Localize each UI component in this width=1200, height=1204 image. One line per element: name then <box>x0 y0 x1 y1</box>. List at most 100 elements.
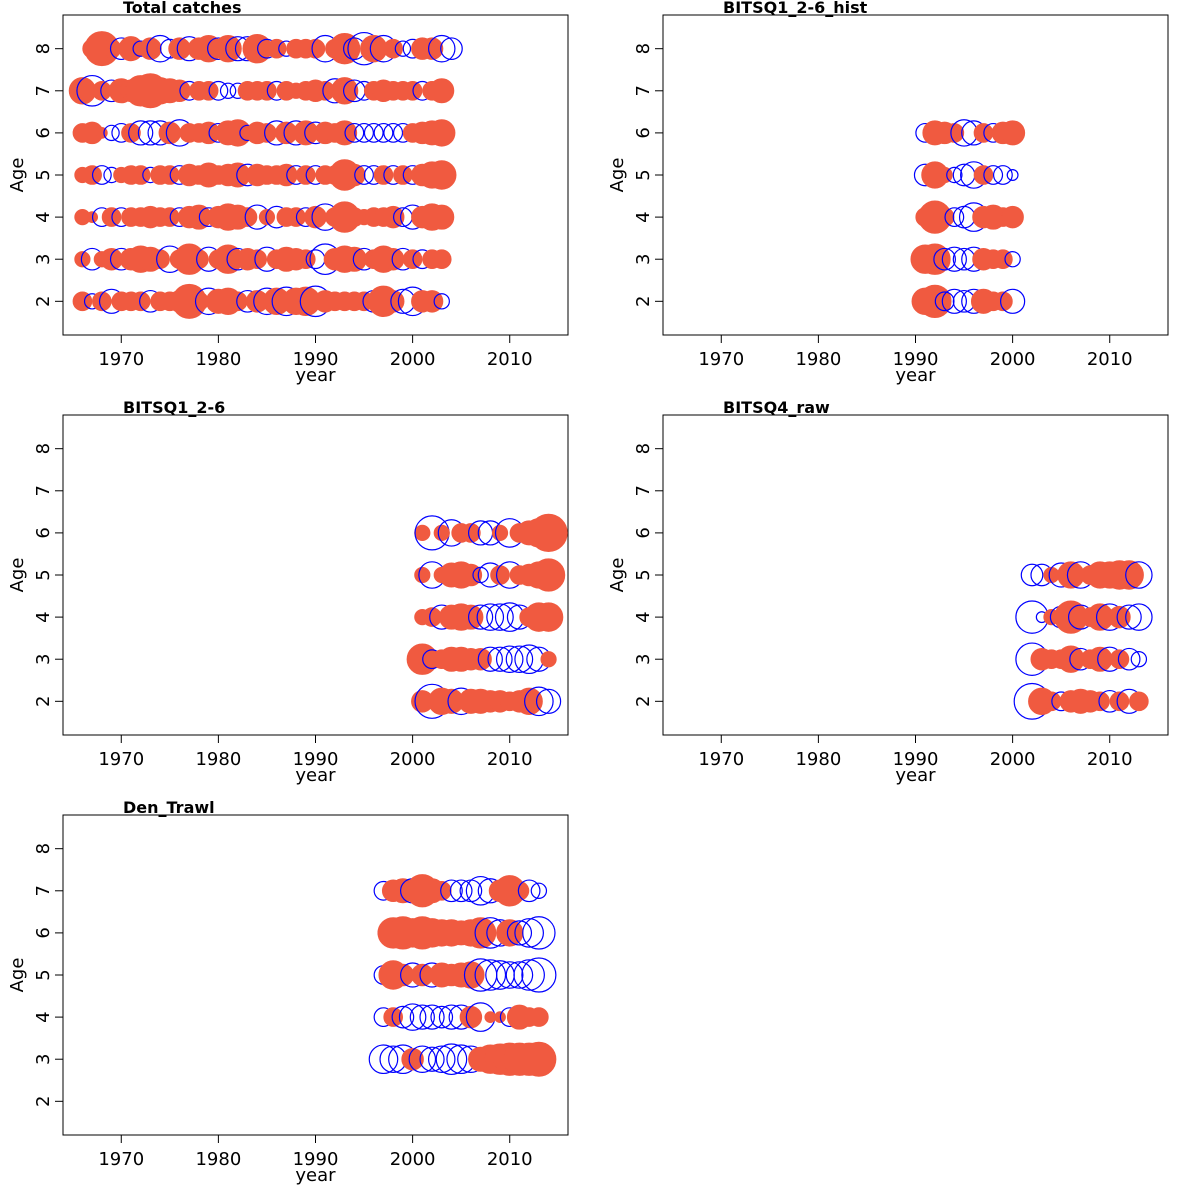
positive-residual-bubble <box>305 38 326 59</box>
negative-residual-bubble <box>506 920 533 946</box>
positive-residual-bubble <box>304 205 327 229</box>
y-tick-label: 8 <box>633 443 654 454</box>
positive-residual-bubble <box>130 165 151 185</box>
y-tick-label: 7 <box>33 885 54 896</box>
panel-3: BITSQ1_2-6 1970 1980 1990 2000 2010 2 3 4 5 6 7 8 yea… <box>7 398 569 786</box>
positive-residual-bubble <box>458 604 484 630</box>
series-age-5 <box>414 558 566 592</box>
series-age-5 <box>913 161 1019 189</box>
x-axis-label: year <box>895 765 936 786</box>
x-tick-label: 1970 <box>698 749 744 770</box>
negative-residual-bubble <box>983 165 1004 185</box>
x-tick-label: 1980 <box>195 749 241 770</box>
series-age-6 <box>915 119 1026 147</box>
series-age-4 <box>915 200 1024 234</box>
y-tick-label: 3 <box>33 653 54 664</box>
negative-residual-bubble <box>941 246 967 272</box>
negative-residual-bubble <box>91 165 112 185</box>
positive-residual-bubble <box>1090 691 1110 712</box>
series-age-3 <box>368 1041 557 1077</box>
y-tick-label: 8 <box>33 43 54 54</box>
positive-residual-bubble <box>72 291 93 312</box>
x-tick-label: 1970 <box>98 1149 144 1170</box>
negative-residual-bubble <box>487 646 513 672</box>
positive-residual-bubble <box>401 1047 424 1071</box>
y-tick-label: 4 <box>633 211 654 222</box>
x-tick-label: 1990 <box>893 749 939 770</box>
positive-residual-bubble <box>381 247 405 271</box>
negative-residual-bubble <box>467 604 494 630</box>
negative-residual-bubble <box>430 1005 454 1029</box>
positive-residual-bubble <box>130 291 151 312</box>
positive-residual-bubble <box>150 249 170 270</box>
y-tick-label: 4 <box>633 611 654 622</box>
y-tick-label: 6 <box>633 527 654 538</box>
negative-residual-bubble <box>128 120 154 146</box>
series-age-3 <box>74 243 452 276</box>
series-age-4 <box>414 602 564 632</box>
positive-residual-bubble <box>247 249 268 270</box>
y-tick-label: 2 <box>633 296 654 307</box>
negative-residual-bubble <box>435 1043 468 1076</box>
x-tick-label: 2010 <box>487 1149 533 1170</box>
x-tick-label: 2000 <box>990 749 1036 770</box>
x-tick-label: 1990 <box>293 1149 339 1170</box>
positive-residual-bubble <box>919 243 951 275</box>
positive-residual-bubble <box>214 35 242 63</box>
positive-residual-bubble <box>484 1011 497 1023</box>
x-tick-label: 1970 <box>698 349 744 370</box>
negative-residual-bubble <box>427 34 456 63</box>
x-tick-label: 2000 <box>390 349 436 370</box>
positive-residual-bubble <box>1108 605 1131 629</box>
negative-residual-bubble <box>449 879 473 903</box>
negative-residual-bubble <box>363 122 384 143</box>
negative-residual-bubble <box>944 207 965 228</box>
positive-residual-bubble <box>457 961 485 989</box>
positive-residual-bubble <box>189 249 209 270</box>
y-axis-label: Age <box>7 958 28 993</box>
positive-residual-bubble <box>491 524 509 541</box>
x-axis-label: year <box>295 765 336 786</box>
series-age-5 <box>373 957 557 993</box>
negative-residual-bubble <box>208 80 229 101</box>
panel-title: BITSQ1_2-6_hist <box>723 0 868 17</box>
positive-residual-bubble <box>461 523 481 543</box>
x-axis-label: year <box>295 365 336 386</box>
series-age-4 <box>1015 600 1153 634</box>
negative-residual-bubble <box>1006 169 1019 181</box>
positive-residual-bubble <box>490 565 510 585</box>
positive-residual-bubble <box>529 1007 549 1027</box>
series-age-6 <box>377 916 556 950</box>
positive-residual-bubble <box>509 880 530 901</box>
positive-residual-bubble <box>529 513 568 553</box>
panel-title: BITSQ4_raw <box>723 398 830 417</box>
positive-residual-bubble <box>431 880 452 901</box>
negative-residual-bubble <box>514 918 544 948</box>
negative-residual-bubble <box>505 645 534 673</box>
x-tick-label: 2000 <box>390 749 436 770</box>
y-tick-label: 2 <box>33 296 54 307</box>
positive-residual-bubble <box>429 78 455 104</box>
positive-residual-bubble <box>328 32 361 65</box>
x-tick-label: 2010 <box>487 749 533 770</box>
negative-residual-bubble <box>427 1045 456 1073</box>
positive-residual-bubble <box>381 290 405 313</box>
negative-residual-bubble <box>934 291 955 312</box>
x-tick-label: 1980 <box>195 349 241 370</box>
panel-1: Total catches 1970 1980 1990 2000 2010 2 3 4 5 6 7 8… <box>7 0 569 386</box>
negative-residual-bubble <box>344 122 365 143</box>
y-tick-label: 3 <box>633 253 654 264</box>
positive-residual-bubble <box>993 249 1013 270</box>
negative-residual-bubble <box>522 916 556 950</box>
y-tick-label: 3 <box>33 1053 54 1064</box>
y-axis-label: Age <box>7 558 28 593</box>
negative-residual-bubble <box>440 879 463 903</box>
negative-residual-bubble <box>952 163 976 187</box>
positive-residual-bubble <box>464 917 497 949</box>
y-axis-label: Age <box>7 158 28 193</box>
y-tick-label: 3 <box>33 253 54 264</box>
positive-residual-bubble <box>469 647 492 671</box>
x-axis-label: year <box>895 365 936 386</box>
negative-residual-bubble <box>398 1003 427 1031</box>
